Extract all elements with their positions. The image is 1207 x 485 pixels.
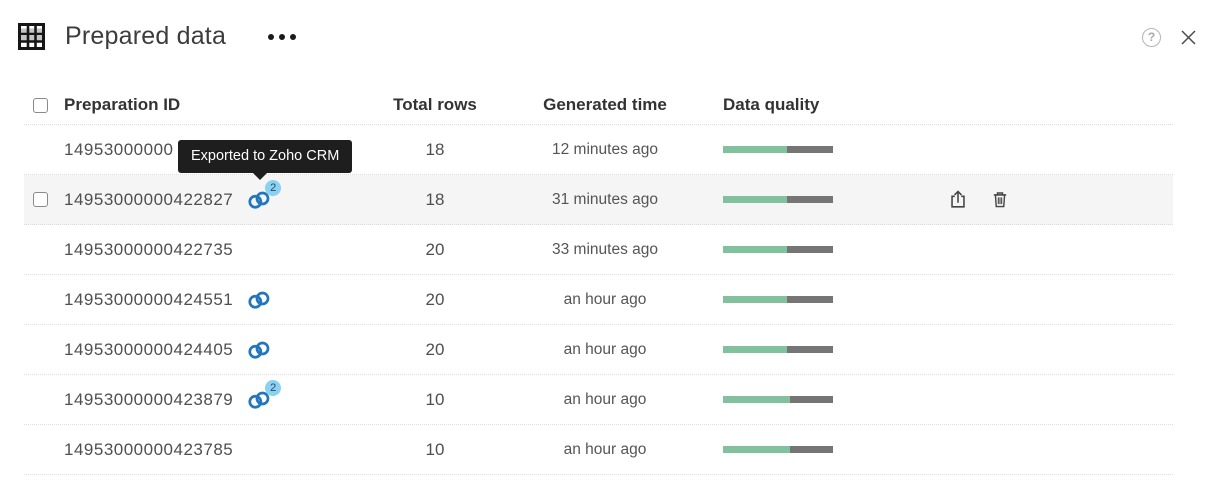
generated-time-value: 12 minutes ago bbox=[552, 140, 658, 158]
data-quality-bar bbox=[723, 296, 833, 303]
generated-time-value: 33 minutes ago bbox=[552, 240, 658, 258]
crm-link-icon[interactable] bbox=[246, 287, 272, 313]
preparation-id: 14953000000422735 bbox=[64, 239, 234, 259]
export-count-badge: 2 bbox=[265, 379, 282, 396]
data-quality-bar bbox=[723, 196, 833, 203]
total-rows-value: 10 bbox=[425, 389, 445, 409]
table-row[interactable]: 14953000000424405 20 an hour ago bbox=[24, 325, 1173, 375]
total-rows-value: 20 bbox=[425, 239, 445, 259]
tooltip: Exported to Zoho CRM bbox=[178, 140, 353, 180]
preparation-id: 14953000000423879 bbox=[64, 389, 234, 409]
page-title: Prepared data bbox=[65, 22, 227, 50]
col-header-generated-time: Generated time bbox=[543, 95, 667, 114]
data-quality-bar bbox=[723, 246, 833, 253]
preparation-id: 14953000000 bbox=[64, 139, 174, 159]
preparation-id: 14953000000424405 bbox=[64, 339, 234, 359]
col-header-data-quality: Data quality bbox=[723, 95, 820, 114]
crm-link-icon[interactable] bbox=[246, 337, 272, 363]
data-quality-bar bbox=[723, 346, 833, 353]
table-body: 14953000000 18 12 minutes ago bbox=[24, 125, 1173, 475]
col-header-total-rows: Total rows bbox=[393, 95, 477, 114]
table-row[interactable]: 14953000000423785 10 an hour ago bbox=[24, 425, 1173, 475]
generated-time-value: an hour ago bbox=[563, 290, 647, 308]
tooltip-text: Exported to Zoho CRM bbox=[191, 148, 340, 164]
header-actions: ? bbox=[1142, 26, 1199, 48]
table-row[interactable]: 14953000000 18 12 minutes ago bbox=[24, 125, 1173, 175]
trash-icon[interactable] bbox=[988, 188, 1012, 212]
data-quality-bar bbox=[723, 446, 833, 453]
crm-link-icon[interactable]: 2 bbox=[246, 179, 282, 213]
preparation-id: 14953000000423785 bbox=[64, 439, 234, 459]
row-checkbox[interactable] bbox=[33, 192, 48, 207]
more-options-icon[interactable] bbox=[266, 28, 298, 46]
export-icon[interactable] bbox=[946, 188, 970, 212]
export-count-badge: 2 bbox=[265, 179, 282, 196]
row-actions bbox=[850, 188, 1173, 212]
table-row[interactable]: 14953000000422735 20 33 minutes ago bbox=[24, 225, 1173, 275]
prepared-data-table: Preparation ID Total rows Generated time… bbox=[24, 86, 1173, 475]
table-row[interactable]: 14953000000422827 2 18 31 minutes ago bbox=[24, 175, 1173, 225]
data-quality-bar bbox=[723, 146, 833, 153]
table-row[interactable]: 14953000000424551 20 an hour ago bbox=[24, 275, 1173, 325]
total-rows-value: 10 bbox=[425, 439, 445, 459]
close-icon[interactable] bbox=[1177, 26, 1199, 48]
select-all-checkbox[interactable] bbox=[33, 97, 48, 113]
total-rows-value: 20 bbox=[425, 339, 445, 359]
tooltip-arrow bbox=[252, 172, 268, 180]
generated-time-value: an hour ago bbox=[563, 340, 647, 358]
preparation-id: 14953000000422827 bbox=[64, 189, 234, 209]
generated-time-value: 31 minutes ago bbox=[552, 190, 658, 208]
generated-time-value: an hour ago bbox=[563, 440, 647, 458]
table-icon bbox=[18, 23, 45, 50]
panel-header: Prepared data bbox=[18, 22, 298, 51]
table-row[interactable]: 14953000000423879 2 10 an hour ago bbox=[24, 375, 1173, 425]
table-header-row: Preparation ID Total rows Generated time… bbox=[24, 86, 1173, 125]
generated-time-value: an hour ago bbox=[563, 390, 647, 408]
help-icon[interactable]: ? bbox=[1142, 27, 1161, 47]
preparation-id: 14953000000424551 bbox=[64, 289, 234, 309]
total-rows-value: 18 bbox=[425, 139, 445, 159]
total-rows-value: 18 bbox=[425, 189, 445, 209]
total-rows-value: 20 bbox=[425, 289, 445, 309]
data-quality-bar bbox=[723, 396, 833, 403]
col-header-preparation-id: Preparation ID bbox=[64, 95, 181, 114]
crm-link-icon[interactable]: 2 bbox=[246, 379, 282, 413]
